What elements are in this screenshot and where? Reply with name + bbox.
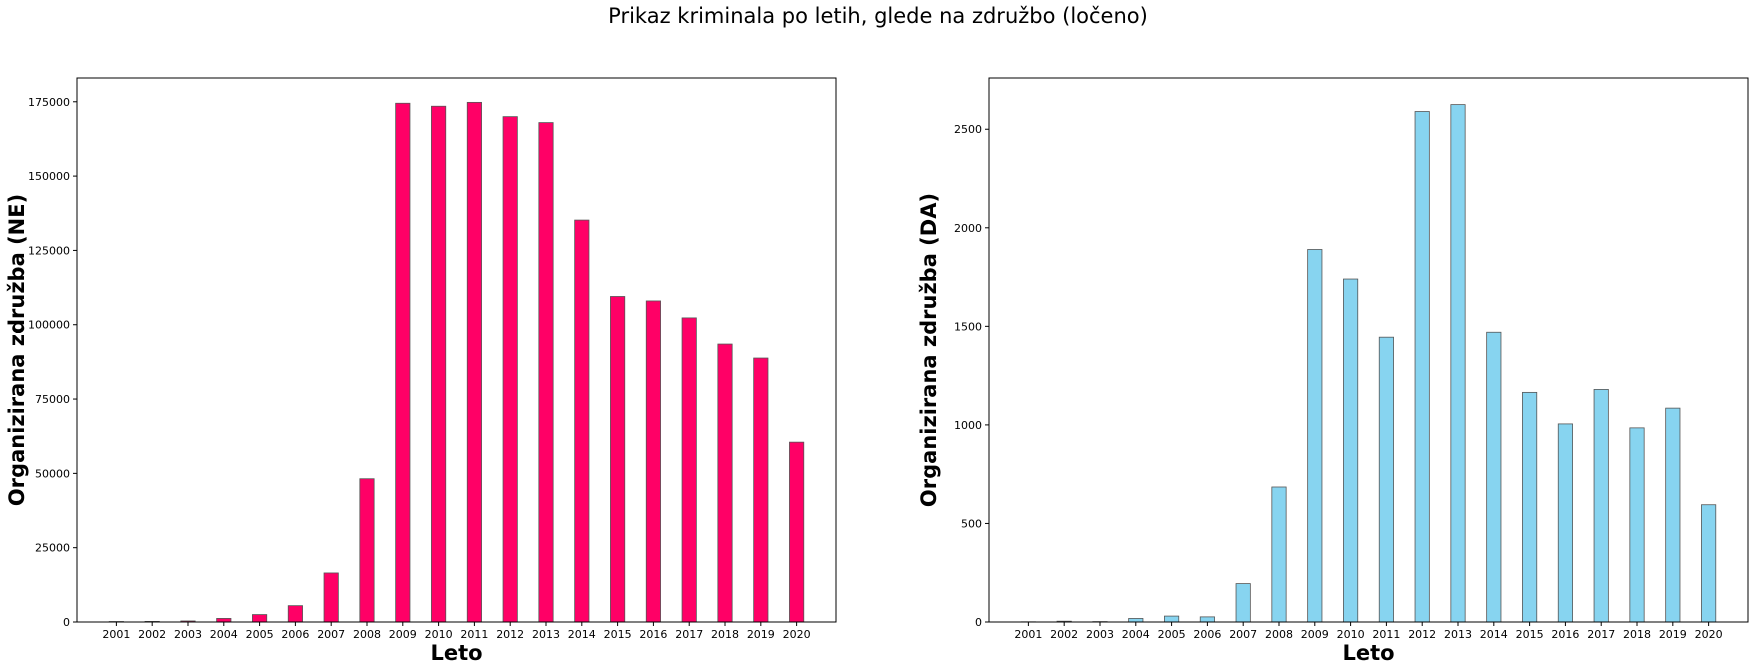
x-tick-label: 2018	[711, 628, 739, 641]
x-tick-label: 2014	[568, 628, 596, 641]
x-tick-label: 2006	[1193, 628, 1221, 641]
x-tick-label: 2016	[1551, 628, 1579, 641]
x-tick-label: 2007	[1229, 628, 1257, 641]
plot-frame	[76, 77, 837, 623]
bar-2005	[1164, 615, 1180, 623]
x-tick-label: 2002	[138, 628, 166, 641]
x-tick-label: 2015	[1516, 628, 1544, 641]
x-tick-label: 2011	[1372, 628, 1400, 641]
x-tick-label: 2001	[102, 628, 130, 641]
x-axis-label: Leto	[430, 641, 482, 665]
x-tick-label: 2004	[1122, 628, 1150, 641]
y-tick-label: 150000	[28, 170, 70, 183]
x-tick-label: 2019	[1659, 628, 1687, 641]
bar-2013	[538, 122, 554, 623]
x-tick-label: 2003	[1086, 628, 1114, 641]
x-tick-label: 2011	[460, 628, 488, 641]
x-tick-label: 2020	[783, 628, 811, 641]
bar-2019	[753, 357, 769, 623]
x-tick-label: 2009	[389, 628, 417, 641]
y-tick-label: 75000	[35, 393, 70, 406]
x-tick-label: 2002	[1050, 628, 1078, 641]
x-tick-label: 2018	[1623, 628, 1651, 641]
bar-2016	[645, 300, 661, 623]
y-tick-label: 1000	[954, 419, 982, 432]
bar-2006	[287, 605, 303, 623]
x-tick-label: 2010	[1337, 628, 1365, 641]
y-tick-label: 0	[975, 616, 982, 629]
y-tick-label: 100000	[28, 319, 70, 332]
chart-panel-2: 2001 2002 2003 2004 2005 2006 2007 2008 2009 2010…	[917, 77, 1749, 665]
bar-2004	[1128, 618, 1144, 623]
plot-frame	[988, 77, 1749, 623]
bar-2005	[252, 614, 268, 623]
x-axis-label: Leto	[1342, 641, 1394, 665]
x-tick-label: 2005	[1158, 628, 1186, 641]
bar-2004	[216, 618, 232, 623]
x-tick-label: 2017	[1587, 628, 1615, 641]
y-tick-label: 25000	[35, 542, 70, 555]
bar-2017	[681, 317, 697, 623]
x-tick-label: 2017	[675, 628, 703, 641]
bar-2018	[717, 343, 733, 623]
x-tick-label: 2012	[1408, 628, 1436, 641]
bar-2006	[1199, 616, 1215, 623]
y-tick-label: 125000	[28, 244, 70, 257]
bar-2019	[1665, 407, 1681, 623]
bar-2017	[1593, 389, 1609, 623]
x-tick-label: 2014	[1480, 628, 1508, 641]
x-tick-label: 2007	[317, 628, 345, 641]
chart-panel-1: 2001 2002 2003 2004 2005 2006 2007 2008 2009 2010…	[5, 77, 837, 665]
y-tick-label: 50000	[35, 467, 70, 480]
bar-2014	[1486, 331, 1502, 623]
x-tick-label: 2012	[496, 628, 524, 641]
x-tick-label: 2019	[747, 628, 775, 641]
bar-2010	[1343, 278, 1359, 623]
bar-2010	[431, 105, 447, 623]
y-tick-label: 2000	[954, 222, 982, 235]
y-tick-label: 0	[63, 616, 70, 629]
x-tick-label: 2013	[532, 628, 560, 641]
bar-2009	[395, 102, 411, 623]
x-tick-label: 2015	[604, 628, 632, 641]
y-tick-label: 1500	[954, 320, 982, 333]
x-tick-label: 2001	[1014, 628, 1042, 641]
y-tick-label: 175000	[28, 96, 70, 109]
x-tick-label: 2010	[425, 628, 453, 641]
x-tick-label: 2008	[353, 628, 381, 641]
bar-2007	[323, 572, 339, 623]
x-tick-label: 2009	[1301, 628, 1329, 641]
y-tick-label: 500	[961, 517, 982, 530]
x-tick-label: 2008	[1265, 628, 1293, 641]
x-tick-label: 2003	[174, 628, 202, 641]
y-axis-label: Organizirana združba (NE)	[5, 194, 29, 506]
bar-2009	[1307, 249, 1323, 623]
y-tick-label: 2500	[954, 123, 982, 136]
bar-2014	[574, 219, 590, 623]
bar-2020	[789, 441, 805, 623]
bar-2015	[1522, 391, 1538, 623]
bar-2016	[1557, 423, 1573, 623]
bar-2011	[466, 101, 482, 623]
bar-2012	[1414, 111, 1430, 623]
bar-2008	[359, 478, 375, 623]
figure-title: Prikaz kriminala po letih, glede na zdru…	[608, 4, 1148, 28]
x-tick-label: 2016	[639, 628, 667, 641]
x-tick-label: 2006	[281, 628, 309, 641]
bar-2015	[610, 296, 626, 623]
y-axis-label: Organizirana združba (DA)	[917, 193, 941, 507]
x-tick-label: 2013	[1444, 628, 1472, 641]
x-tick-label: 2020	[1695, 628, 1723, 641]
x-tick-label: 2004	[210, 628, 238, 641]
bar-2012	[502, 116, 518, 623]
x-tick-label: 2005	[246, 628, 274, 641]
bar-2008	[1271, 486, 1287, 623]
bar-2011	[1378, 336, 1394, 623]
bar-2007	[1235, 583, 1251, 623]
bar-2013	[1450, 104, 1466, 623]
bar-2020	[1701, 504, 1717, 623]
bar-2018	[1629, 427, 1645, 623]
